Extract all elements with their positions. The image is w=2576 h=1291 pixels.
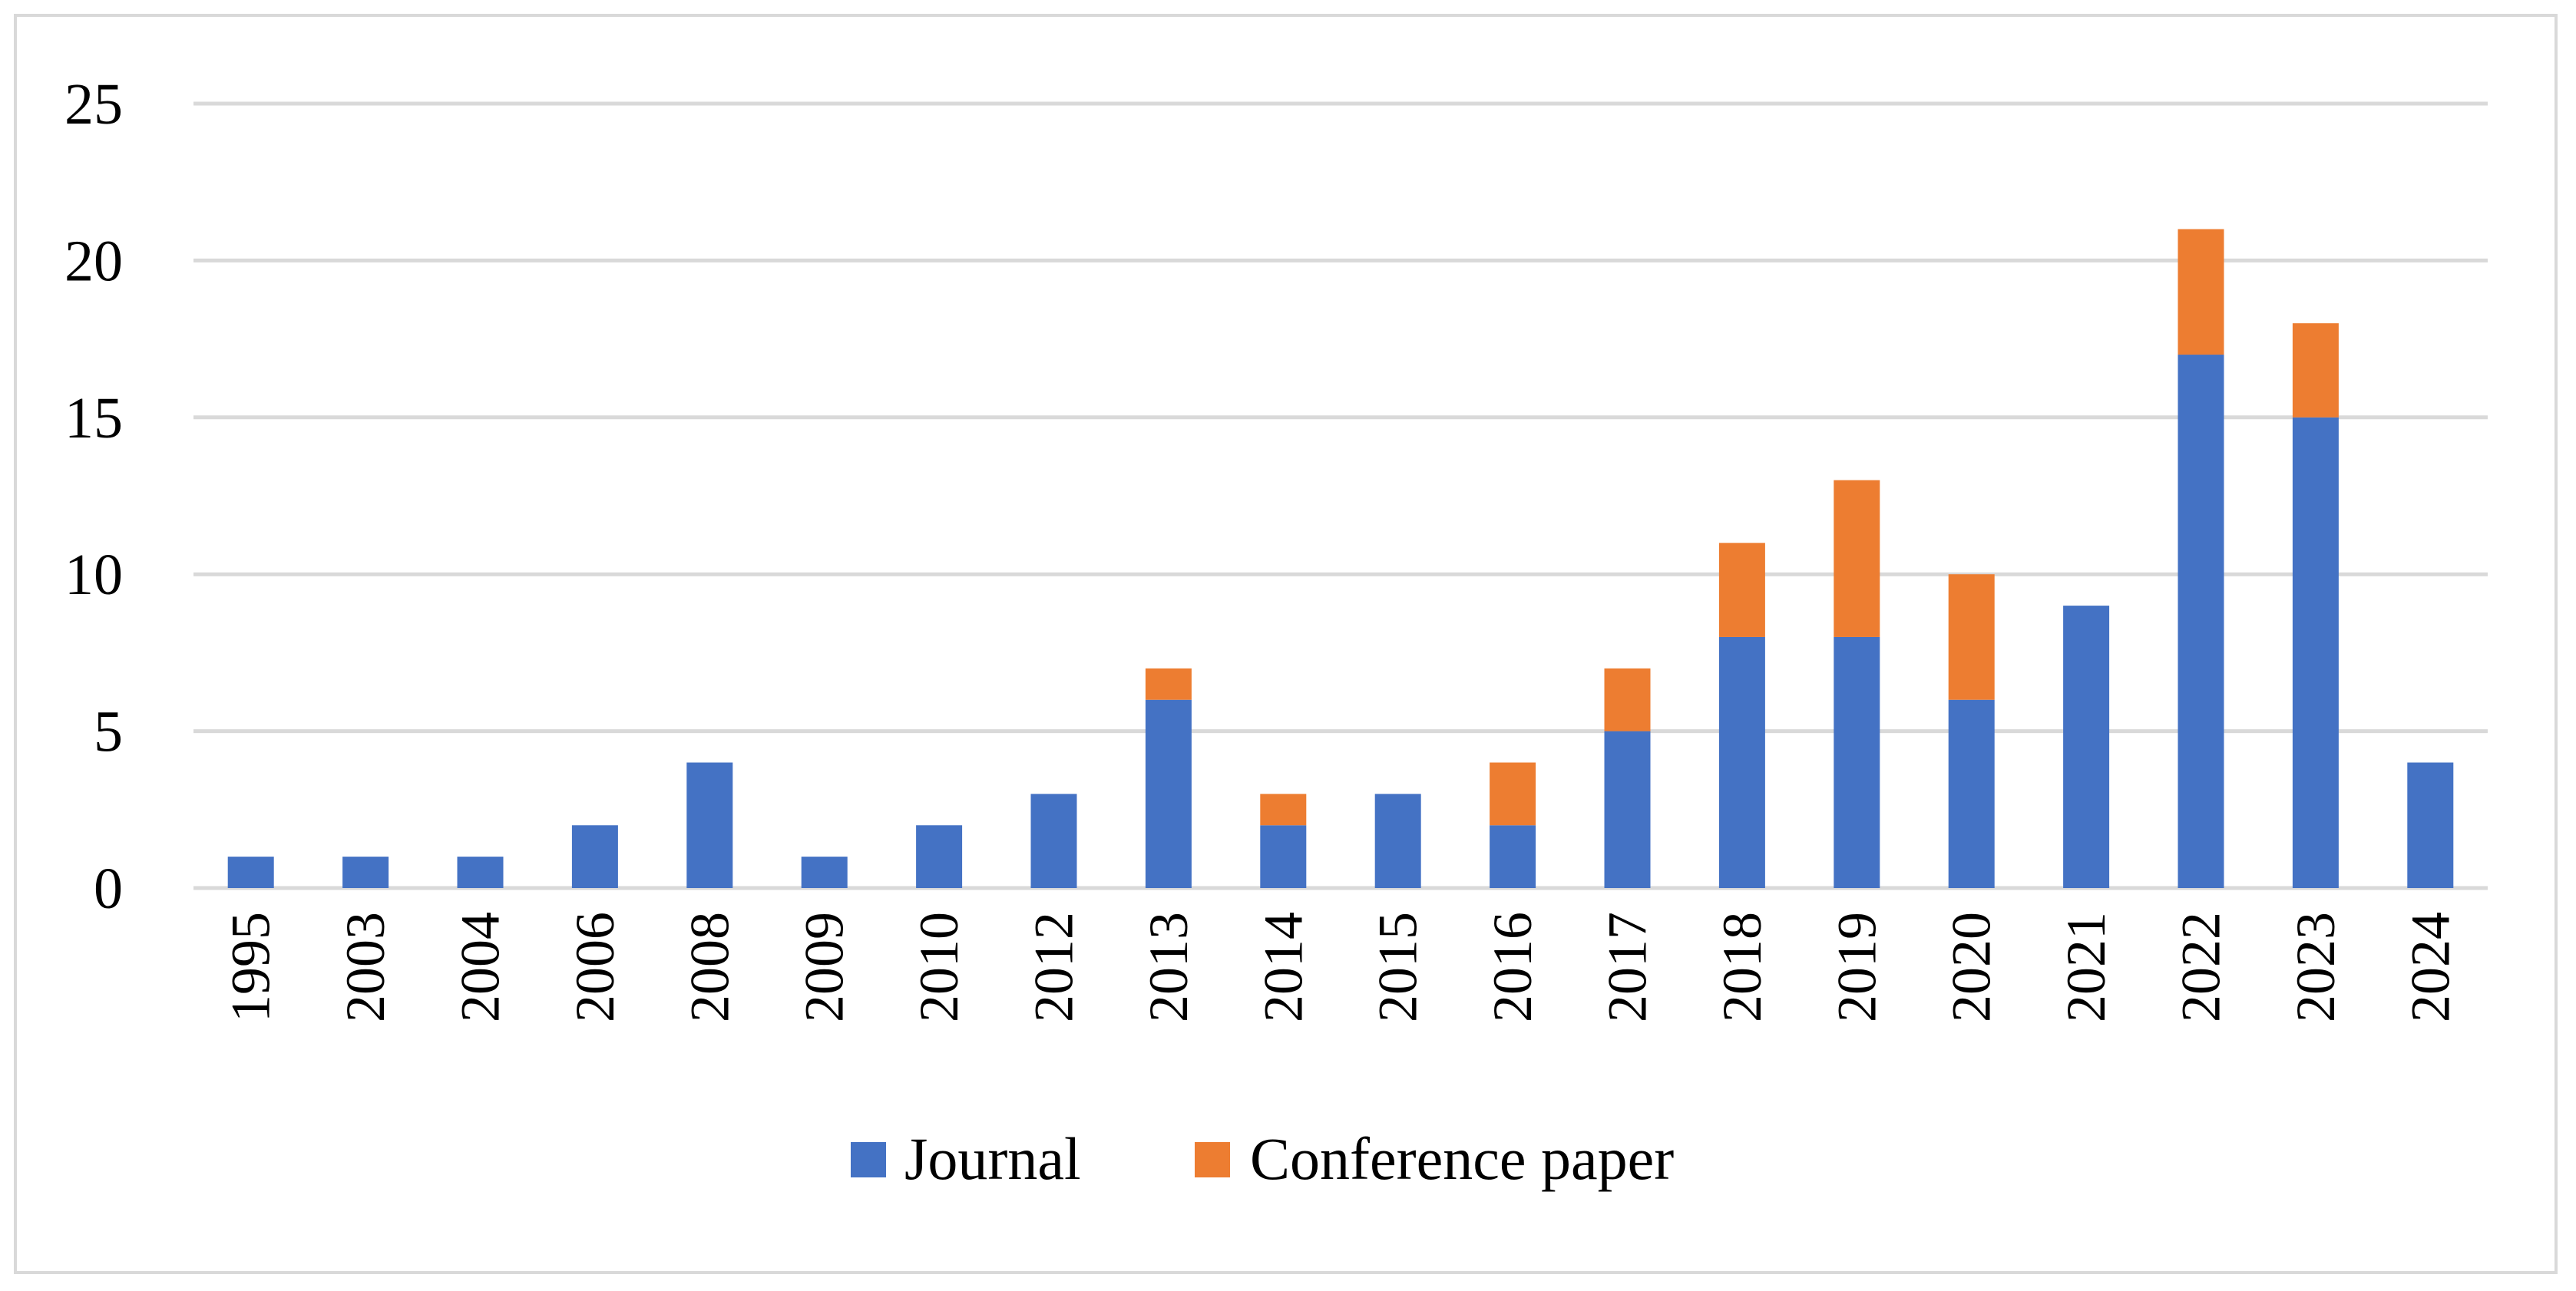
x-tick-label: 2019 [1826,912,1887,1022]
bar-journal-2017 [1604,731,1651,888]
bar-conference-2016 [1490,762,1536,826]
bar-journal-2010 [916,825,963,888]
bar-journal-2024 [2407,762,2454,888]
bar-conference-2022 [2178,229,2224,355]
bar-conference-2023 [2292,323,2339,418]
x-tick-label: 2004 [450,912,511,1022]
bar-journal-2012 [1030,794,1077,888]
legend: Journal Conference paper [851,1125,1674,1192]
bar-journal-2006 [571,825,618,888]
bar-journal-2003 [342,857,389,888]
y-tick-label: 5 [94,700,123,764]
gridlines [193,101,2488,890]
x-tick-label: 2012 [1023,912,1085,1022]
bar-journal-2021 [2063,606,2110,888]
x-axis-ticks: 1995 2003 2004 2006 2008 2009 2010 2012 2013 2014… [220,912,2462,1022]
y-tick-label: 25 [64,72,123,137]
bar-journal-2019 [1834,636,1880,888]
bar-conference-2020 [1948,574,1995,700]
bar-journal-2008 [686,762,733,888]
x-tick-label: 2003 [335,912,396,1022]
chart-frame [14,14,2558,1274]
x-tick-label: 2021 [2055,912,2117,1022]
legend-label-conference: Conference paper [1250,1125,1674,1192]
y-tick-label: 0 [94,857,123,921]
bar-journal-2009 [801,857,848,888]
legend-label-journal: Journal [904,1125,1081,1192]
x-tick-label: 2020 [1941,912,2002,1022]
x-tick-label: 2024 [2399,912,2461,1022]
x-tick-label: 2022 [2171,912,2232,1022]
bar-conference-2017 [1604,668,1651,731]
bar-conference-2013 [1145,668,1192,700]
y-tick-label: 15 [64,386,123,451]
bar-journal-2004 [457,857,504,888]
bar-conference-2018 [1718,543,1765,637]
x-tick-label: 2006 [564,912,626,1022]
y-tick-label: 20 [64,229,123,293]
x-tick-label: 2009 [794,912,855,1022]
x-tick-label: 1995 [220,912,282,1022]
x-tick-label: 2010 [908,912,970,1022]
x-tick-label: 2017 [1597,912,1658,1022]
bar-journal-2015 [1374,794,1421,888]
legend-swatch-journal [851,1142,886,1177]
x-tick-label: 2008 [679,912,740,1022]
x-tick-label: 2014 [1252,912,1314,1022]
bar-journal-2020 [1948,699,1995,888]
legend-swatch-conference [1195,1142,1230,1177]
bar-journal-2014 [1260,825,1307,888]
bar-journal-2013 [1145,699,1192,888]
x-tick-label: 2016 [1482,912,1543,1022]
bar-conference-2014 [1260,794,1307,826]
y-axis-ticks: 0 5 10 15 20 25 [64,72,123,921]
x-tick-label: 2015 [1367,912,1429,1022]
x-tick-label: 2018 [1711,912,1773,1022]
x-tick-label: 2013 [1138,912,1199,1022]
bar-conference-2019 [1834,480,1880,637]
bar-journal-2016 [1490,825,1536,888]
bars [227,229,2454,888]
bar-journal-2022 [2178,355,2224,888]
x-tick-label: 2023 [2285,912,2346,1022]
bar-journal-2023 [2292,417,2339,888]
y-tick-label: 10 [64,543,123,607]
bar-journal-1995 [227,857,274,888]
bar-journal-2018 [1718,636,1765,888]
